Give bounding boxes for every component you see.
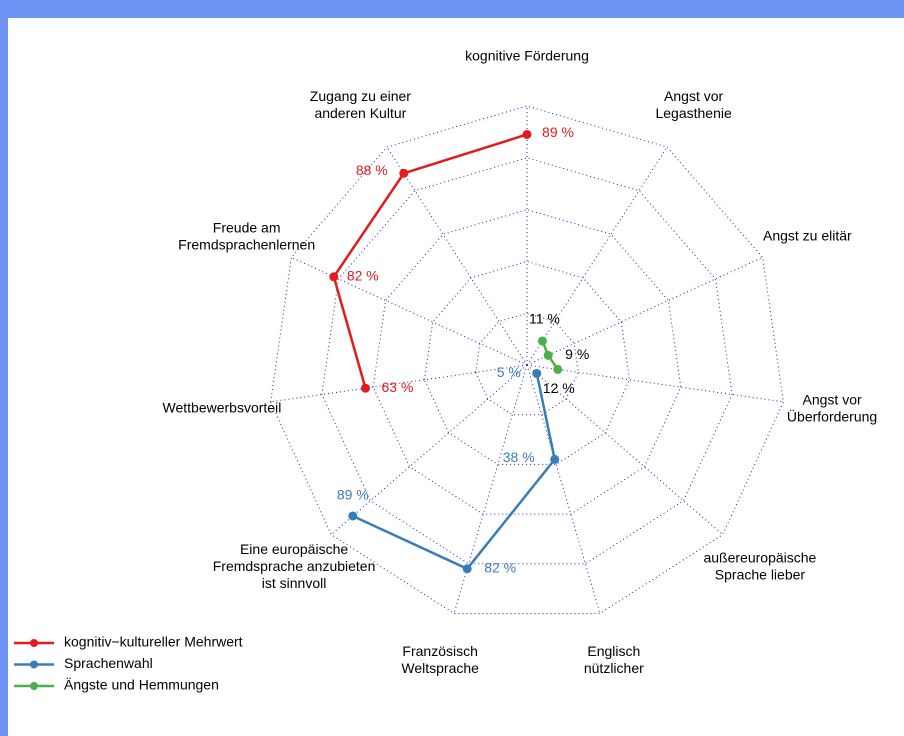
axis-label: Angst vor Legasthenie: [655, 88, 732, 121]
value-label: 89 %: [542, 124, 574, 140]
grid-ring: [475, 312, 579, 416]
data-point: [537, 336, 547, 346]
data-point: [399, 168, 409, 178]
data-point: [553, 364, 563, 374]
value-label: 9 %: [565, 346, 589, 362]
grid-ring: [372, 209, 682, 515]
data-point: [360, 383, 370, 393]
axis-label: außereuropäische Sprache lieber: [703, 549, 816, 582]
series-line: [332, 133, 528, 389]
legend-marker: [30, 660, 38, 669]
axis-label: Wettbewerbsvorteil: [163, 400, 282, 416]
data-point: [543, 350, 553, 360]
value-label: 82 %: [347, 267, 379, 283]
axis-label: kognitive Förderung: [465, 47, 589, 63]
legend-marker: [30, 682, 38, 690]
axis-label: Freude am Fremdsprachenlernen: [178, 219, 315, 252]
axis-label: Zugang zu einer anderen Kultur: [310, 88, 412, 121]
data-point: [462, 564, 472, 574]
legend-marker: [30, 639, 38, 647]
value-label: 89 %: [337, 487, 369, 503]
value-label: 82 %: [484, 559, 516, 575]
series-line: [352, 373, 557, 571]
value-label: 88 %: [356, 162, 388, 178]
axis-label: Französisch Weltsprache: [401, 643, 479, 676]
value-label: 12 %: [543, 380, 575, 396]
data-point: [522, 129, 532, 139]
axis-label: Angst vor Überforderung: [787, 391, 877, 424]
value-label: 11 %: [529, 311, 560, 327]
legend-label: Ängste und Hemmungen: [64, 677, 219, 693]
legend-label: kognitiv−kultureller Mehrwert: [64, 634, 243, 650]
axis-label: Eine europäische Fremdsprache anzubieten i…: [213, 541, 376, 591]
value-label: 5 %: [497, 364, 521, 380]
axis-label: Angst zu elitär: [763, 228, 852, 244]
data-point: [329, 272, 339, 282]
data-point: [550, 454, 560, 464]
axis-label: Englisch nützlicher: [584, 643, 644, 676]
data-point: [532, 368, 542, 378]
legend-label: Sprachenwahl: [64, 655, 153, 671]
data-point: [348, 511, 358, 521]
panel: [8, 18, 904, 736]
value-label: 38 %: [503, 449, 535, 465]
value-label: 63 %: [382, 379, 414, 395]
